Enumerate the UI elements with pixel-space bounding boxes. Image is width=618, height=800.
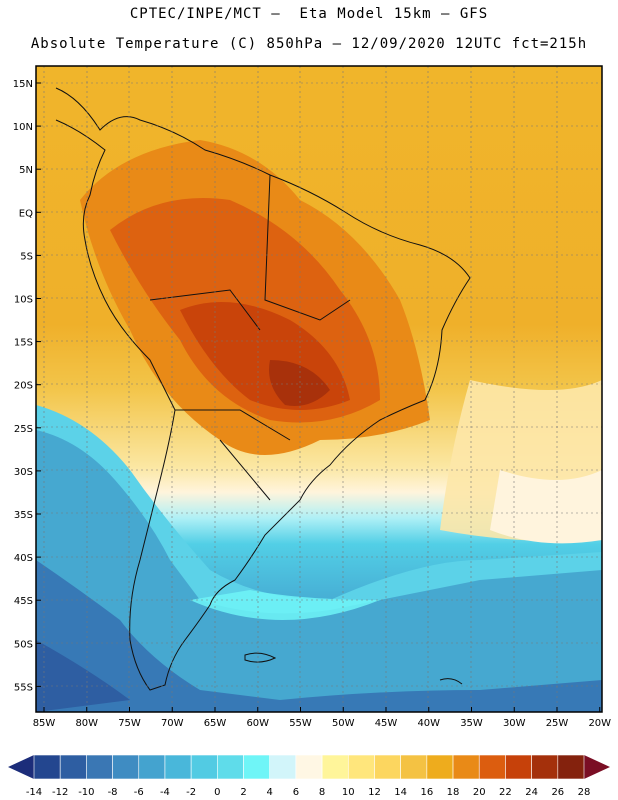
colorbar-tick-label: 6	[293, 787, 299, 798]
colorbar-swatch	[557, 754, 585, 780]
colorbar-tick-label: 10	[342, 787, 355, 798]
colorbar-tick-label: -4	[160, 787, 170, 798]
lon-label: 45W	[375, 718, 398, 729]
lon-label: 85W	[33, 718, 56, 729]
title-line-2: Absolute Temperature (C) 850hPa – 12/09/…	[30, 36, 588, 52]
colorbar-tick-label: 14	[394, 787, 407, 798]
colorbar-tick-label: 12	[368, 787, 381, 798]
lat-label: 50S	[14, 639, 33, 650]
lon-label: 30W	[503, 718, 526, 729]
colorbar-swatch	[505, 754, 532, 780]
colorbar-tick-label: 26	[551, 787, 564, 798]
colorbar-swatch	[164, 754, 192, 780]
colorbar-tick-label: 16	[420, 787, 433, 798]
lat-label: 15S	[14, 338, 33, 349]
colorbar-swatch	[347, 754, 375, 780]
colorbar-tick-label: 18	[447, 787, 460, 798]
colorbar-tick-label: 24	[525, 787, 538, 798]
colorbar-swatch	[400, 754, 428, 780]
lat-label: 5S	[20, 251, 33, 262]
colorbar-tick-label: 8	[319, 787, 325, 798]
colorbar-swatch	[33, 754, 61, 780]
colorbar-tick-label: -8	[108, 787, 118, 798]
colorbar-tick-label: -14	[26, 787, 42, 798]
lon-label: 25W	[546, 718, 569, 729]
colorbar-tick-label: 0	[214, 787, 220, 798]
lon-label: 80W	[75, 718, 98, 729]
colorbar-tick-label: 4	[267, 787, 273, 798]
colorbar-tick-label: 20	[473, 787, 486, 798]
graticule	[36, 66, 602, 712]
longitude-labels: 85W 80W 75W 70W 65W 60W 55W 50W 45W 40W 35W 30W 25W 2…	[33, 707, 611, 729]
lon-label: 20W	[588, 718, 611, 729]
colorbar-swatch	[86, 754, 113, 780]
temperature-field	[36, 66, 602, 712]
lat-label: 20S	[14, 381, 33, 392]
colorbar-swatch	[452, 754, 480, 780]
colorbar-swatch	[321, 754, 349, 780]
lon-label: 35W	[460, 718, 483, 729]
colorbar-tick-label: -12	[52, 787, 68, 798]
colorbar-tick-label: -2	[186, 787, 196, 798]
colorbar-swatch	[478, 754, 506, 780]
colorbar-swatch	[190, 754, 218, 780]
lon-label: 70W	[161, 718, 184, 729]
lon-label: 60W	[246, 718, 269, 729]
colorbar-swatch	[374, 754, 401, 780]
latitude-labels: 15N 10N 5N EQ 5S 10S 15S 20S 25S 30S 35S 40S 45S 50S 5…	[13, 79, 41, 693]
lat-label: 30S	[14, 467, 33, 478]
lat-label: 35S	[14, 510, 33, 521]
colorbar-swatch	[243, 754, 271, 780]
lon-label: 40W	[417, 718, 440, 729]
lat-label: 25S	[14, 424, 33, 435]
colorbar-swatch	[295, 754, 323, 780]
lat-label: 10S	[14, 295, 33, 306]
lat-label: 5N	[19, 165, 33, 176]
lon-label: 75W	[118, 718, 141, 729]
colorbar-tick-label: 28	[578, 787, 591, 798]
lat-label: 15N	[13, 79, 33, 90]
colorbar-swatch	[217, 754, 244, 780]
colorbar-low-arrow	[8, 755, 34, 779]
lat-label: EQ	[19, 208, 33, 219]
lat-label: 55S	[14, 682, 33, 693]
coastline	[55, 87, 471, 691]
colorbar: -14 -12 -10 -8 -6 -4 -2 0 2 4 6 8 10 12 14 16 18 20 22 24 26…	[8, 754, 610, 798]
lon-label: 65W	[204, 718, 227, 729]
colorbar-swatch	[138, 754, 166, 780]
colorbar-swatch	[112, 754, 140, 780]
colorbar-tick-label: 22	[499, 787, 512, 798]
lon-label: 55W	[289, 718, 312, 729]
colorbar-tick-label: 2	[240, 787, 246, 798]
colorbar-swatch	[531, 754, 559, 780]
colorbar-swatch	[426, 754, 454, 780]
map-frame	[35, 65, 603, 713]
lat-label: 45S	[14, 596, 33, 607]
colorbar-swatch	[269, 754, 297, 780]
lat-label: 10N	[13, 122, 33, 133]
lon-label: 50W	[332, 718, 355, 729]
colorbar-tick-label: -10	[78, 787, 94, 798]
title-line-1: CPTEC/INPE/MCT – Eta Model 15km – GFS	[129, 6, 489, 22]
colorbar-tick-label: -6	[134, 787, 144, 798]
lat-label: 40S	[14, 553, 33, 564]
colorbar-high-arrow	[584, 755, 610, 779]
colorbar-swatch	[59, 754, 87, 780]
